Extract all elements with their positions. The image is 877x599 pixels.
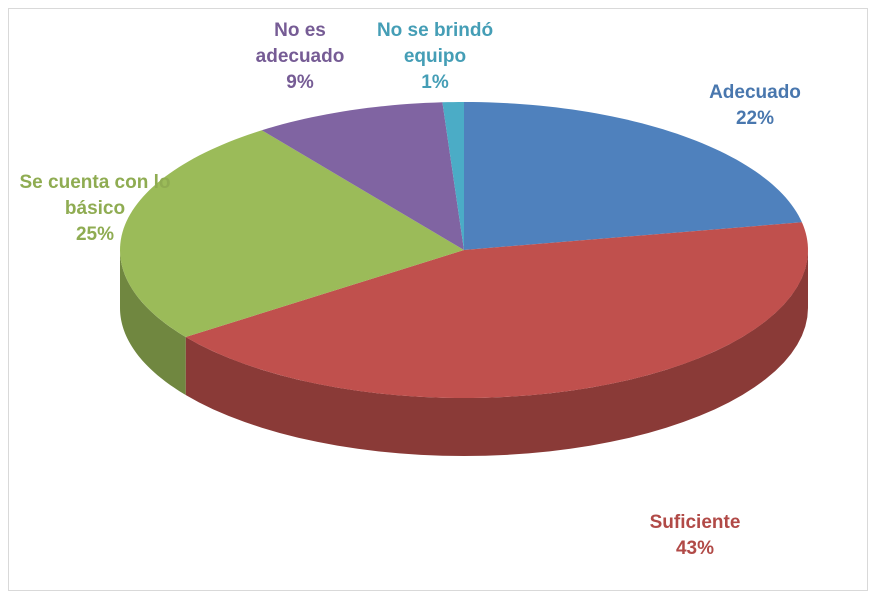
data-label: No se brindó equipo 1%	[355, 18, 515, 96]
value-label: 1%	[421, 72, 449, 93]
value-label: 43%	[675, 538, 715, 559]
value-label: 9%	[286, 72, 314, 93]
slice	[261, 102, 464, 250]
data-label: No es adecuado 9%	[235, 18, 365, 96]
value-label: 25%	[75, 224, 115, 245]
category-label: Se cuenta con lo básico	[19, 172, 171, 219]
data-label: Se cuenta con lo básico 25%	[15, 170, 175, 248]
slice-side	[185, 250, 809, 456]
slice	[185, 222, 808, 398]
chart-frame	[8, 8, 868, 591]
slice	[442, 102, 464, 250]
value-label: 22%	[735, 108, 775, 129]
slice-side	[120, 250, 186, 395]
category-label: No es adecuado	[255, 20, 345, 67]
slice	[120, 130, 465, 337]
data-label: Adecuado 22%	[690, 80, 820, 132]
category-label: No se brindó equipo	[376, 20, 494, 67]
category-label: Suficiente	[649, 512, 741, 533]
category-label: Adecuado	[709, 82, 801, 103]
slice	[464, 102, 802, 250]
data-label: Suficiente 43%	[620, 510, 770, 562]
